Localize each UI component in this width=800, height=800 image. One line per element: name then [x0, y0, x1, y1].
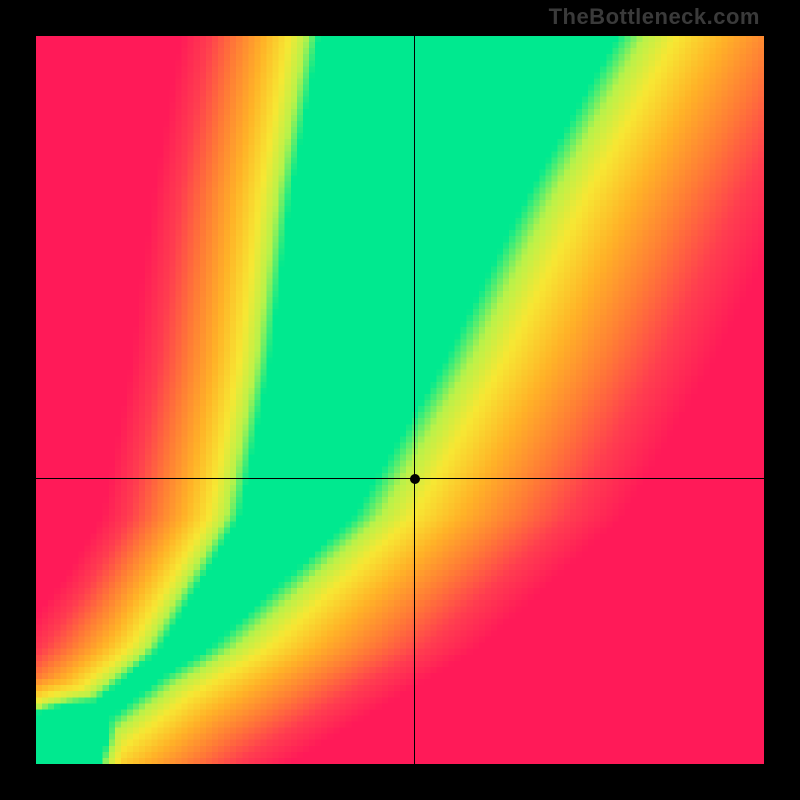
- heatmap-plot: [36, 36, 764, 764]
- crosshair-horizontal: [36, 478, 764, 479]
- crosshair-marker: [410, 474, 420, 484]
- crosshair-vertical: [414, 36, 415, 764]
- heatmap-canvas: [36, 36, 764, 764]
- watermark-text: TheBottleneck.com: [549, 4, 760, 30]
